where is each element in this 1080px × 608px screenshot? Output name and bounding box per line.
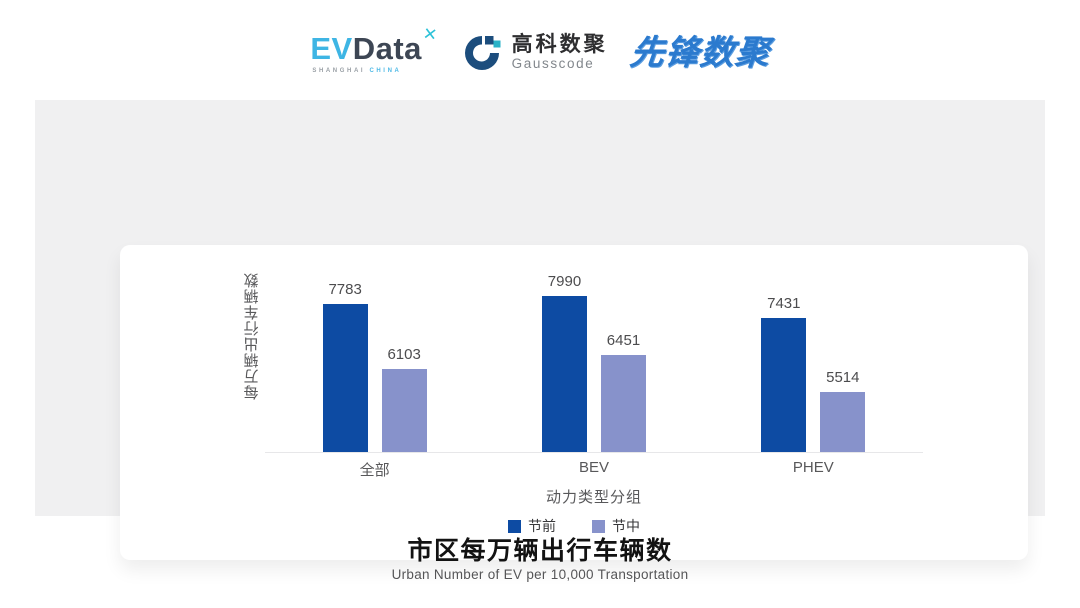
- chart-card: 每万辆出行车辆数 7783 6103 7990 6451 7431 5514 全部 BEV P…: [120, 245, 1028, 560]
- bar-节前-PHEV: 7431: [761, 295, 807, 452]
- legend-item-节中: 节中: [592, 516, 640, 536]
- bar-节中-PHEV: 5514: [820, 369, 866, 452]
- evdata-data-text: Data: [352, 30, 422, 66]
- gausscode-cn-text: 高科数聚: [511, 33, 608, 57]
- evdata-wordmark: EV Data ✕: [310, 24, 439, 66]
- y-axis-label: 每万辆出行车辆数: [243, 272, 261, 400]
- category-label-BEV: BEV: [578, 459, 609, 476]
- legend-item-节前: 节前: [508, 516, 556, 536]
- evdata-logo: EV Data ✕ SHANGHAI CHINA: [310, 24, 439, 74]
- logo-header: EV Data ✕ SHANGHAI CHINA 高科数聚 Gausscode 先锋…: [0, 0, 1080, 100]
- bar-value-label: 7431: [767, 294, 801, 312]
- gausscode-en-text: Gausscode: [511, 56, 595, 72]
- legend-label: 节前: [528, 518, 556, 534]
- bar-group-全部: 7783 6103: [265, 281, 484, 452]
- category-row: 全部 BEV PHEV: [265, 459, 923, 480]
- category-label-全部: 全部: [359, 462, 390, 479]
- legend: 节前 节中: [120, 516, 1028, 536]
- bar-value-label: 7990: [547, 272, 582, 290]
- legend-swatch-icon: [508, 519, 521, 533]
- chart-title: 市区每万辆出行车辆数: [407, 537, 673, 565]
- plot-area: 7783 6103 7990 6451 7431 5514: [265, 273, 923, 453]
- chart-subtitle: Urban Number of EV per 10,000 Transporta…: [391, 567, 689, 582]
- bar-value-label: 6103: [387, 345, 421, 363]
- bar-节前-BEV: 7990: [541, 273, 587, 452]
- bar-节中-全部: 6103: [381, 346, 427, 452]
- evdata-ev-text: EV: [310, 30, 353, 66]
- bar-group-BEV: 7990 6451: [484, 273, 703, 452]
- gausscode-logo: 高科数聚 Gausscode: [460, 31, 608, 75]
- spark-x-icon: ✕: [421, 23, 439, 45]
- legend-swatch-icon: [592, 519, 605, 533]
- category-label-PHEV: PHEV: [792, 459, 834, 476]
- bar-group-PHEV: 7431 5514: [704, 295, 923, 452]
- gausscode-g-icon: [464, 36, 501, 70]
- bar-节前-全部: 7783: [322, 281, 368, 452]
- evdata-subtext: SHANGHAI CHINA: [312, 68, 401, 74]
- bar-节中-BEV: 6451: [600, 332, 646, 452]
- x-axis-label: 动力类型分组: [545, 489, 642, 506]
- legend-label: 节中: [612, 518, 640, 534]
- bar-value-label: 5514: [826, 368, 860, 386]
- evdata-china-text: CHINA: [369, 67, 402, 74]
- bar-value-label: 6451: [606, 332, 641, 350]
- pioneer-logo: 先锋数聚: [627, 34, 772, 72]
- bar-value-label: 7783: [328, 280, 362, 298]
- evdata-shanghai-text: SHANGHAI: [312, 67, 366, 74]
- gausscode-text: 高科数聚 Gausscode: [512, 33, 608, 72]
- chart-background-panel: 每万辆出行车辆数 7783 6103 7990 6451 7431 5514 全部 BEV P…: [35, 100, 1045, 560]
